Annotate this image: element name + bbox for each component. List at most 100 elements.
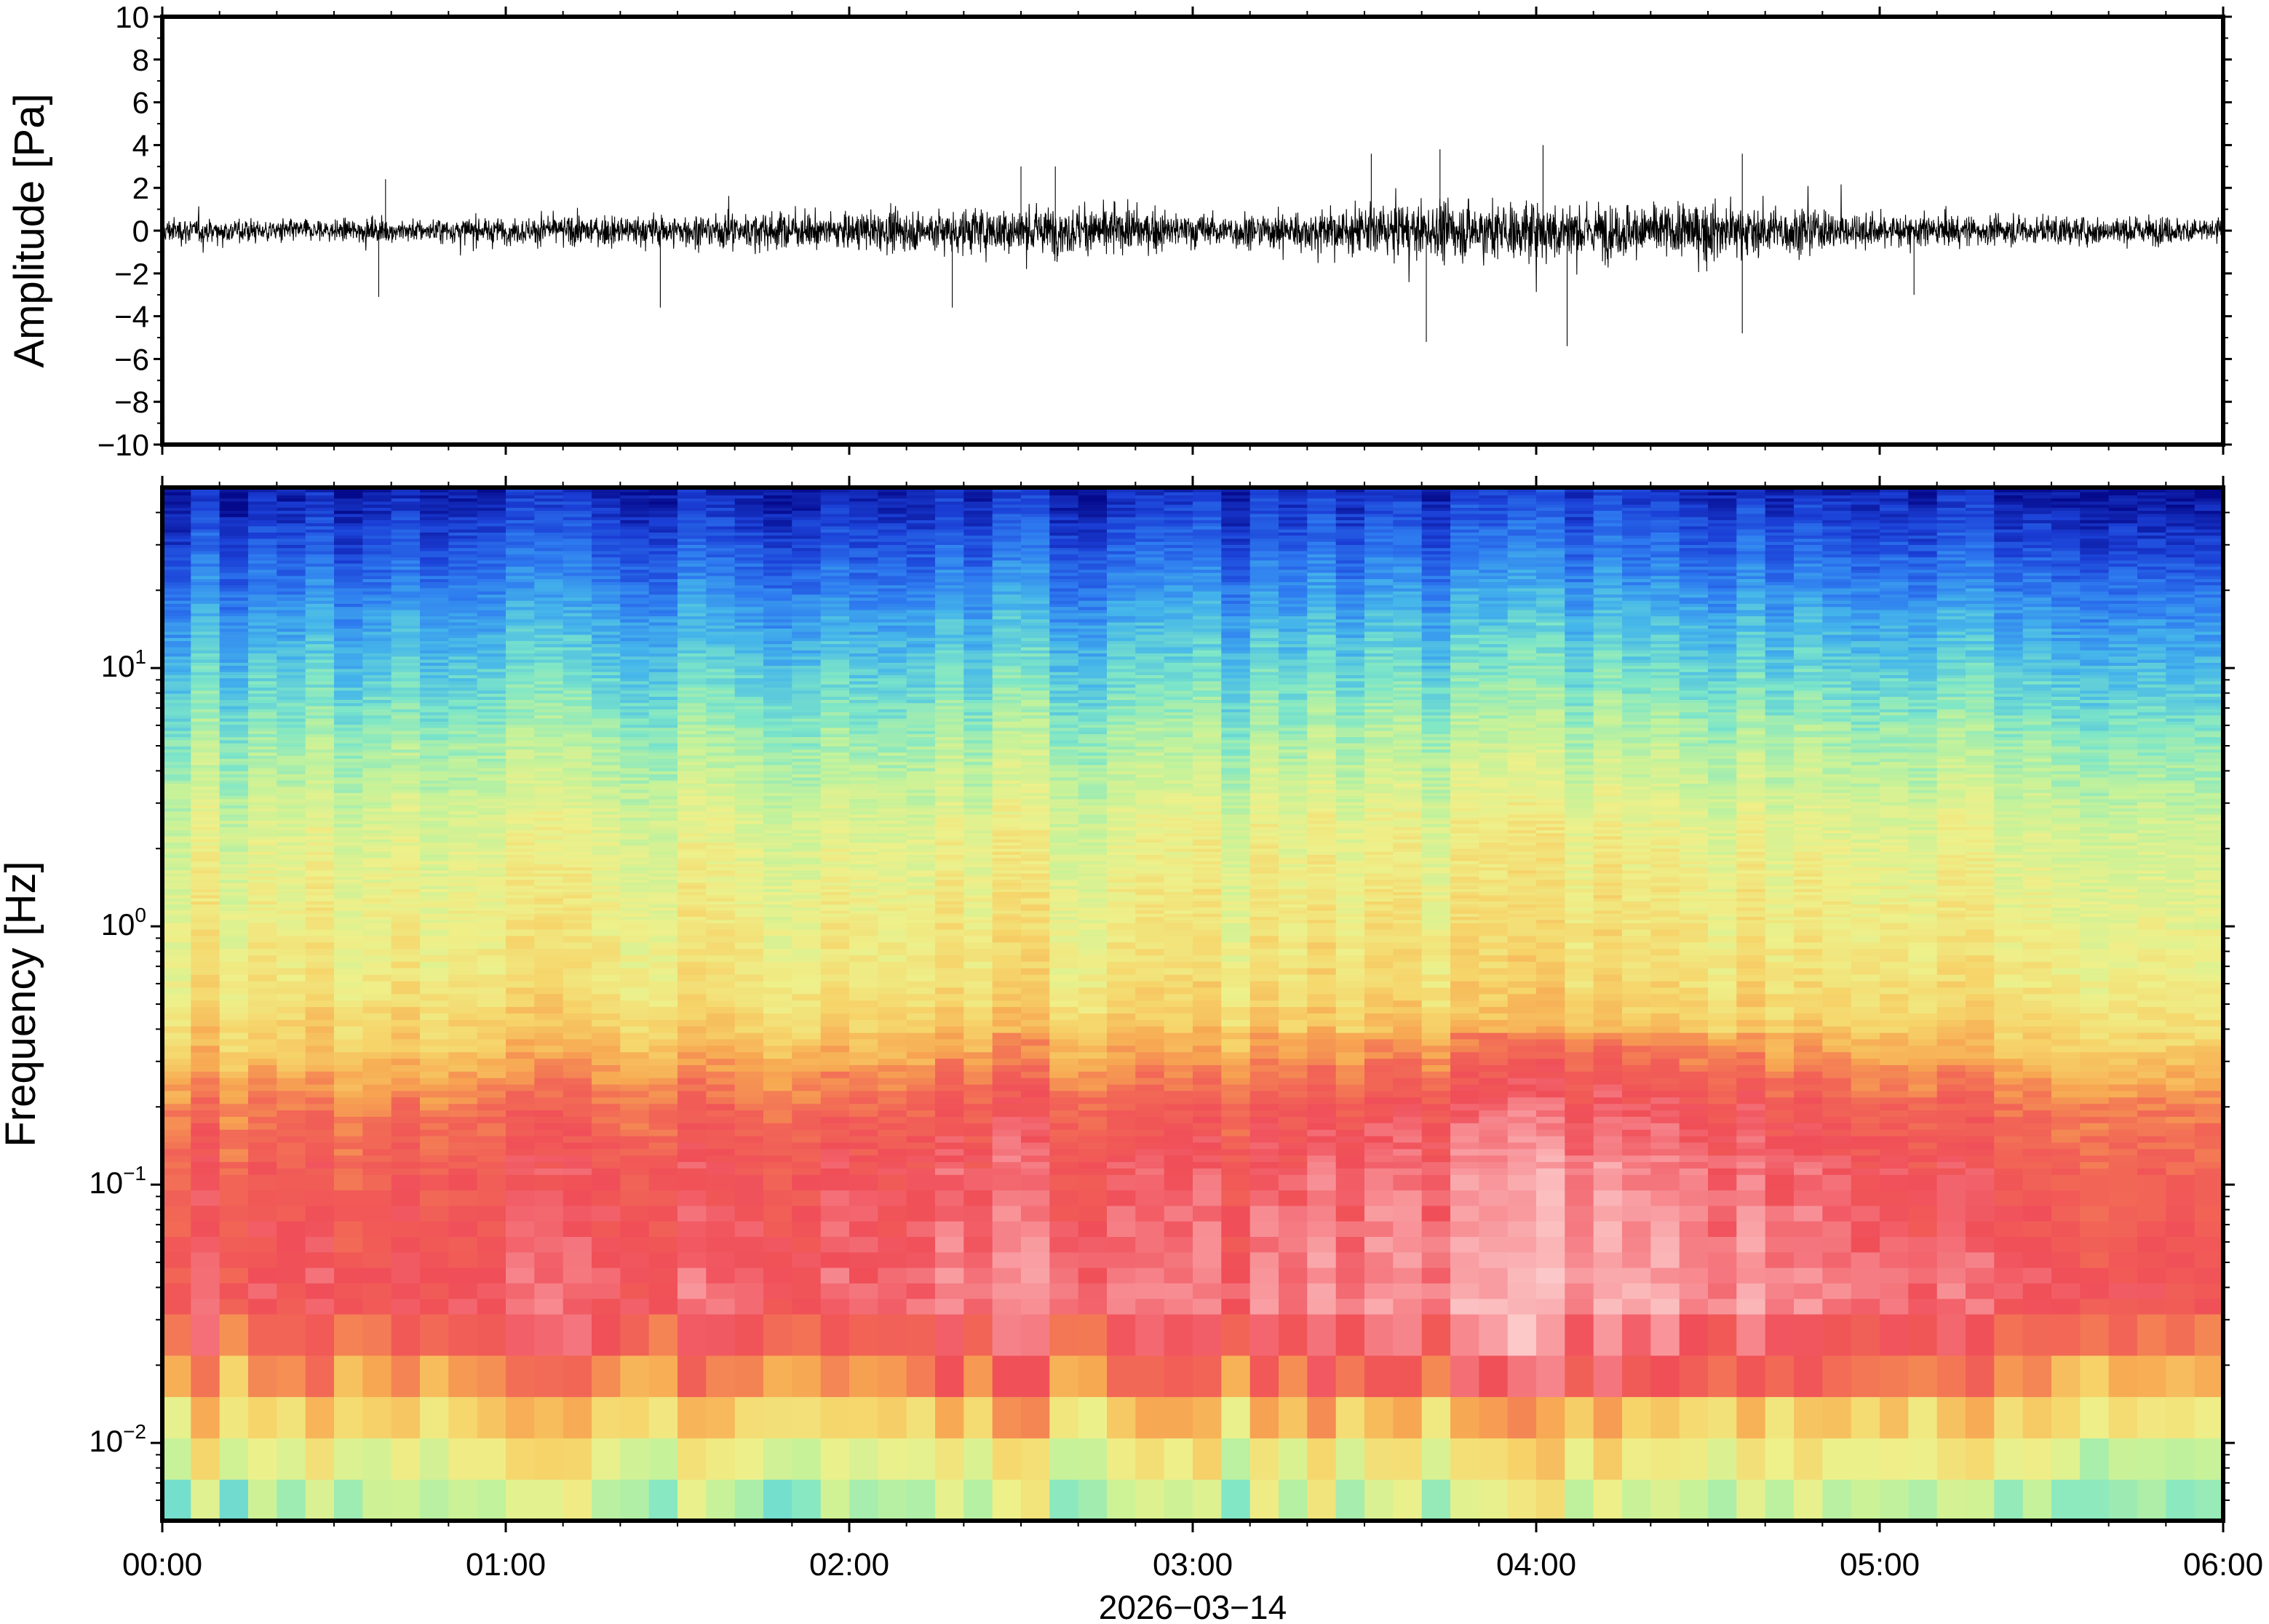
spectrogram-cell: [820, 1115, 850, 1123]
spectrogram-cell: [677, 615, 707, 620]
spectrogram-cell: [648, 708, 678, 712]
spectrogram-cell: [849, 1155, 879, 1163]
spectrogram-cell: [792, 811, 822, 815]
spectrogram-cell: [162, 1142, 192, 1150]
spectrogram-cell: [362, 955, 392, 962]
spectrogram-cell: [305, 1006, 335, 1014]
spectrogram-cell: [677, 600, 707, 604]
spectrogram-cell: [334, 606, 364, 610]
spectrogram-cell: [563, 557, 592, 561]
spectrogram-cell: [391, 826, 421, 830]
spectrogram-cell: [677, 674, 707, 679]
spectrogram-cell: [334, 909, 364, 914]
spectrogram-cell: [792, 826, 822, 830]
spectrogram-cell: [162, 882, 192, 886]
spectrogram-cell: [391, 671, 421, 675]
spectrogram-cell: [448, 955, 478, 962]
spectrogram-cell: [734, 510, 764, 514]
spectrogram-cell: [534, 715, 564, 719]
spectrogram-cell: [362, 522, 392, 527]
spectrogram-cell: [534, 935, 564, 943]
spectrogram-cell: [763, 624, 793, 629]
spectrogram-cell: [506, 1161, 536, 1169]
spectrogram-cell: [448, 727, 478, 731]
spectrogram-cell: [534, 848, 564, 852]
spectrogram-cell: [734, 755, 764, 759]
spectrogram-cell: [648, 733, 678, 738]
spectrogram-cell: [648, 904, 678, 908]
spectrogram-cell: [763, 808, 793, 812]
spectrogram-cell: [792, 609, 822, 613]
spectrogram-cell: [563, 742, 592, 747]
spectrogram-cell: [277, 683, 306, 688]
spectrogram-cell: [592, 1045, 621, 1053]
spectrogram-cell: [849, 935, 879, 943]
spectrogram-cell: [849, 1190, 879, 1206]
spectrogram-cell: [820, 928, 850, 936]
spectrogram-cell: [448, 783, 478, 787]
spectrogram-cell: [706, 909, 736, 914]
spectrogram-cell: [477, 1282, 506, 1299]
spectrogram-cell: [763, 993, 793, 1001]
spectrogram-cell: [706, 1396, 736, 1438]
spectrogram-cell: [191, 851, 220, 855]
spectrogram-cell: [620, 967, 650, 975]
spectrogram-cell: [620, 885, 650, 889]
spectrogram-cell: [305, 572, 335, 576]
spectrogram-cell: [648, 1000, 678, 1008]
spectrogram-cell: [506, 1038, 536, 1046]
spectrogram-cell: [706, 742, 736, 747]
spectrogram-cell: [334, 745, 364, 750]
spectrogram-cell: [849, 1135, 879, 1143]
spectrogram-cell: [334, 804, 364, 809]
spectrogram-cell: [391, 1190, 421, 1206]
y-tick-label: −10: [98, 428, 149, 462]
spectrogram-cell: [534, 1025, 564, 1033]
spectrogram-cell: [277, 786, 306, 790]
spectrogram-cell: [648, 1090, 678, 1098]
spectrogram-cell: [677, 708, 707, 712]
spectrogram-cell: [734, 1115, 764, 1123]
spectrogram-cell: [592, 547, 621, 552]
spectrogram-cell: [734, 590, 764, 595]
spectrogram-cell: [420, 808, 450, 812]
spectrogram-cell: [706, 869, 736, 874]
spectrogram-cell: [191, 491, 220, 495]
spectrogram-cell: [477, 863, 506, 867]
spectrogram-cell: [391, 845, 421, 849]
spectrogram-cell: [849, 1122, 879, 1130]
spectrogram-cell: [448, 686, 478, 691]
spectrogram-cell: [362, 1205, 392, 1222]
spectrogram-cell: [648, 572, 678, 576]
spectrogram-cell: [734, 624, 764, 629]
spectrogram-cell: [706, 1236, 736, 1253]
spectrogram-cell: [763, 872, 793, 877]
spectrogram-cell: [506, 928, 536, 936]
spectrogram-cell: [620, 845, 650, 849]
spectrogram-cell: [191, 615, 220, 620]
spectrogram-cell: [763, 736, 793, 741]
spectrogram-cell: [362, 637, 392, 642]
spectrogram-cell: [448, 1437, 478, 1480]
spectrogram-cell: [592, 1096, 621, 1104]
spectrogram-cell: [420, 1190, 450, 1206]
spectrogram-cell: [763, 928, 793, 936]
spectrogram-cell: [162, 795, 192, 800]
spectrogram-cell: [677, 637, 707, 642]
spectrogram-cell: [792, 907, 822, 911]
spectrogram-cell: [792, 581, 822, 586]
spectrogram-cell: [477, 575, 506, 579]
spectrogram-cell: [620, 907, 650, 911]
spectrogram-cell: [620, 909, 650, 914]
spectrogram-cell: [763, 1012, 793, 1020]
spectrogram-cell: [448, 919, 478, 923]
spectrogram-cell: [162, 531, 192, 536]
spectrogram-cell: [820, 894, 850, 899]
spectrogram-cell: [448, 643, 478, 648]
spectrogram-cell: [248, 912, 278, 918]
spectrogram-cell: [620, 674, 650, 679]
spectrogram-cell: [420, 904, 450, 908]
spectrogram-cell: [534, 1282, 564, 1299]
spectrogram-cell: [477, 792, 506, 797]
spectrogram-cell: [820, 1110, 850, 1117]
